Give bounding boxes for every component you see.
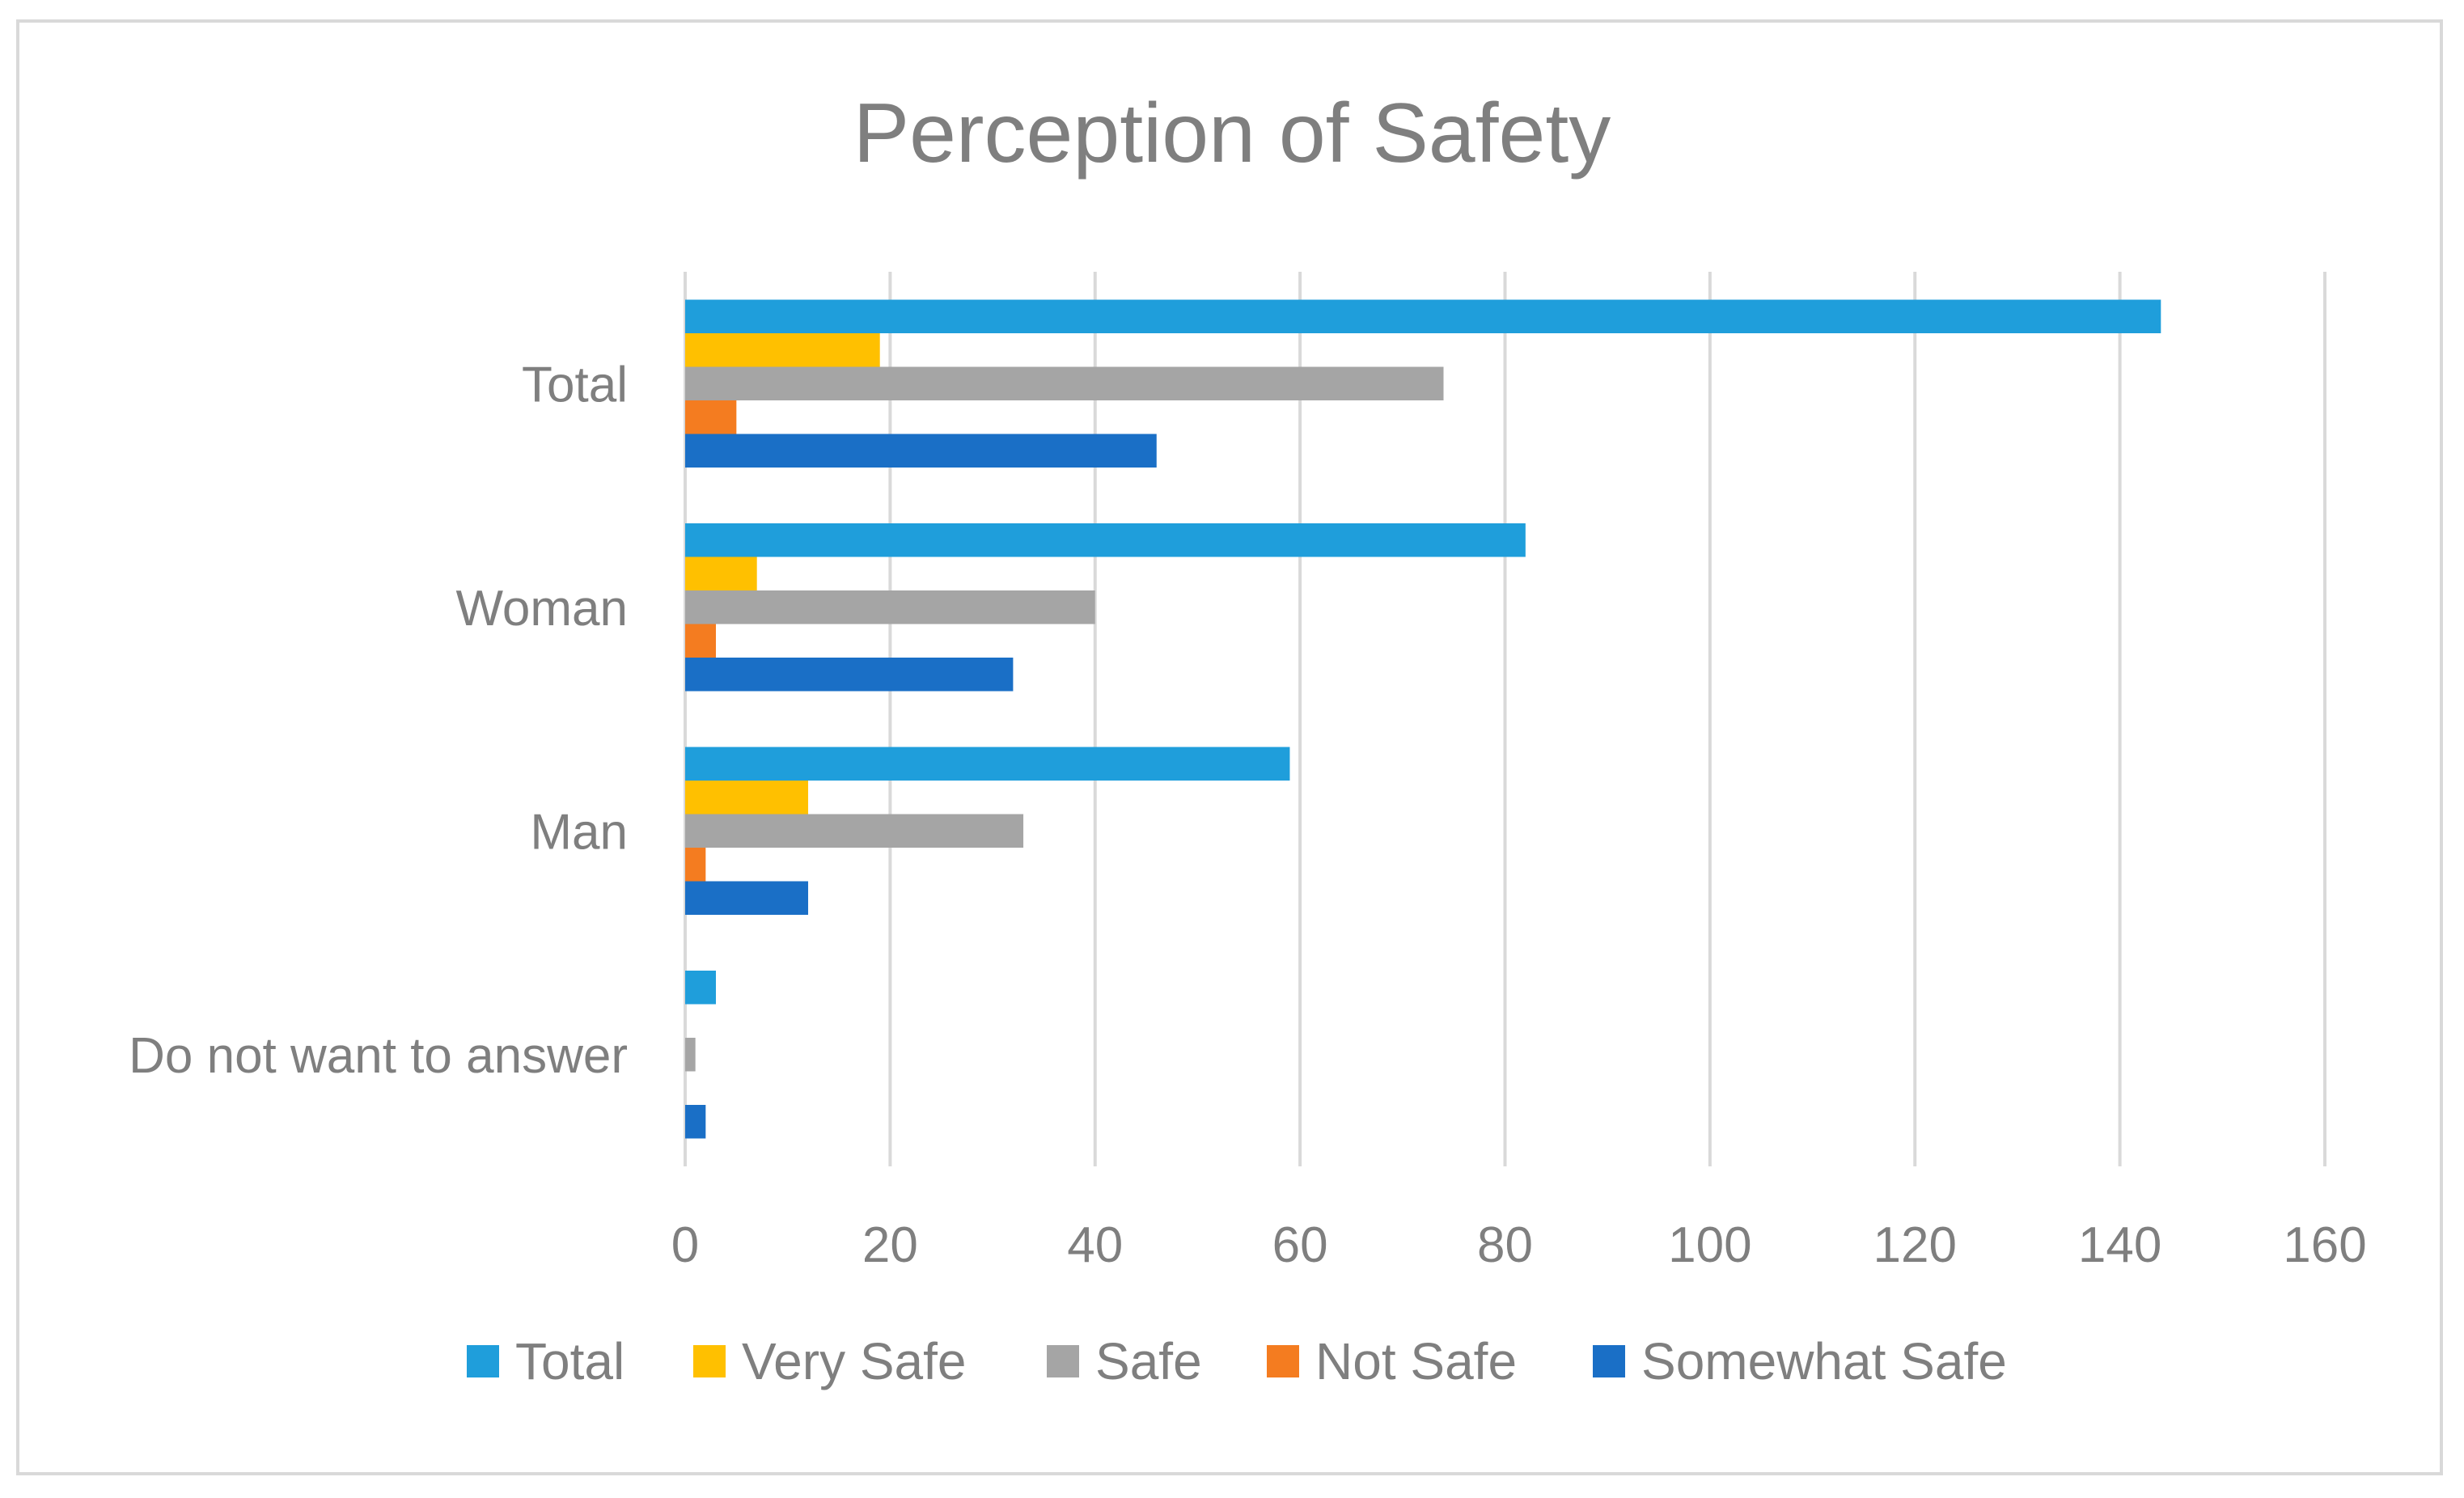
x-tick-label: 40 [1067, 1217, 1123, 1273]
bar-safe [685, 590, 1095, 624]
bar-safe [685, 366, 1444, 400]
legend-swatch [1267, 1345, 1299, 1377]
bar-total [685, 971, 717, 1005]
legend: Total Very Safe Safe Not Safe Somewhat Safe [467, 1332, 2007, 1390]
bar-total [685, 523, 1526, 557]
category-label: Total [522, 357, 628, 413]
legend-swatch [1047, 1345, 1079, 1377]
bar-very-safe [685, 333, 880, 367]
bar-somewhat-safe [685, 434, 1157, 468]
bar-not-safe [685, 400, 737, 434]
x-tick-label: 20 [862, 1217, 918, 1273]
legend-label: Safe [1095, 1332, 1202, 1390]
gridlines [684, 272, 2326, 1166]
x-tick-label: 160 [2283, 1217, 2366, 1273]
legend-label: Not Safe [1315, 1332, 1517, 1390]
legend-swatch [1593, 1345, 1625, 1377]
legend-label: Total [515, 1332, 624, 1390]
x-tick-labels: 0 20 40 60 80 100 120 140 160 [671, 1217, 2367, 1273]
bar-safe [685, 1038, 696, 1072]
category-label: Do not want to answer [129, 1028, 628, 1084]
category-label: Woman [456, 581, 629, 637]
bar-safe [685, 814, 1024, 848]
legend-swatch [467, 1345, 499, 1377]
bar-total [685, 299, 2161, 333]
x-tick-label: 140 [2078, 1217, 2161, 1273]
bar-not-safe [685, 624, 717, 658]
bars [685, 299, 2161, 1139]
category-label: Man [530, 804, 628, 860]
bar-very-safe [685, 781, 809, 815]
x-tick-label: 60 [1272, 1217, 1328, 1273]
x-tick-label: 80 [1477, 1217, 1533, 1273]
category-labels: Total Woman Man Do not want to answer [129, 357, 628, 1084]
x-tick-label: 100 [1668, 1217, 1751, 1273]
bar-very-safe [685, 556, 757, 590]
bar-total [685, 747, 1290, 781]
bar-somewhat-safe [685, 658, 1014, 692]
chart-title: Perception of Safety [853, 87, 1611, 180]
bar-somewhat-safe [685, 1105, 706, 1139]
x-tick-label: 120 [1873, 1217, 1957, 1273]
bar-somewhat-safe [685, 881, 809, 915]
bar-not-safe [685, 848, 706, 882]
x-tick-label: 0 [671, 1217, 699, 1273]
legend-swatch [693, 1345, 726, 1377]
legend-label: Very Safe [742, 1332, 967, 1390]
legend-label: Somewhat Safe [1641, 1332, 2007, 1390]
